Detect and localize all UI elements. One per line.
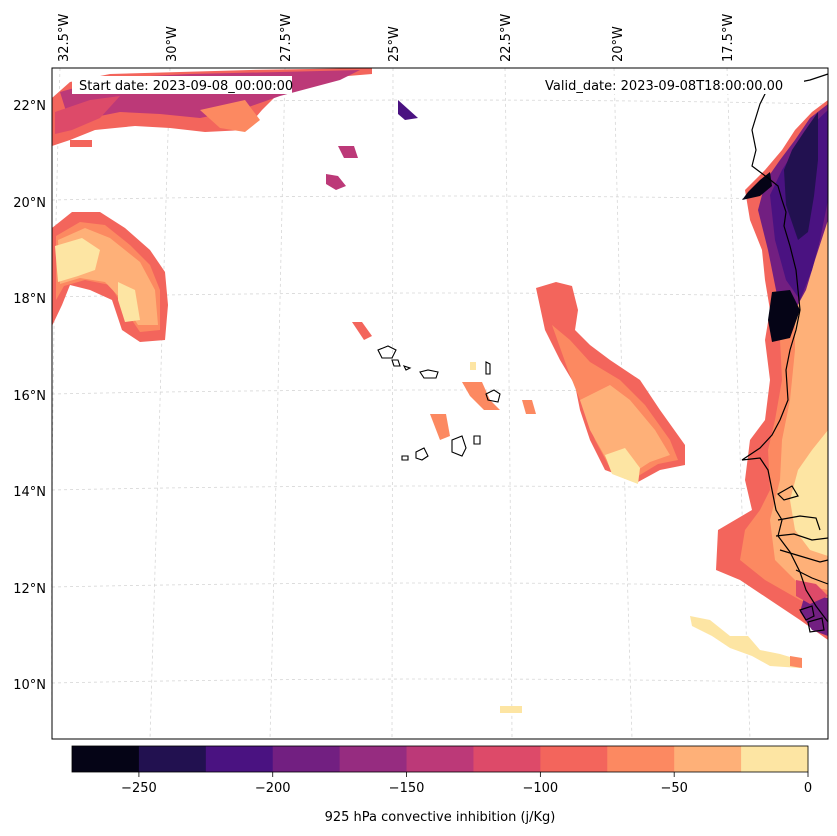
colorbar-swatch	[72, 746, 140, 772]
cin-region-west-pale-2	[118, 282, 140, 322]
cin-patch-i	[790, 656, 802, 668]
cin-patch-c	[326, 174, 346, 190]
colorbar-tick-label: −100	[523, 781, 559, 796]
colorbar-tick-label: −200	[255, 781, 291, 796]
lon-label: 20°W	[611, 26, 626, 62]
lat-label: 22°N	[13, 99, 46, 114]
colorbar-swatch	[406, 746, 474, 772]
cin-region-nw-band-light	[200, 100, 260, 132]
cin-patch-h	[522, 400, 536, 414]
colorbar-swatch	[540, 746, 608, 772]
lat-label: 20°N	[13, 196, 46, 211]
colorbar-swatch	[607, 746, 675, 772]
latitude-labels: 22°N 20°N 18°N 16°N 14°N 12°N 10°N	[13, 99, 46, 693]
cin-patch-d	[352, 322, 372, 340]
start-label-bg	[72, 76, 292, 94]
cin-region-central-pale	[605, 448, 640, 484]
cape-verde-islands	[377, 345, 501, 461]
lon-label: 27.5°W	[279, 14, 294, 62]
lat-label: 12°N	[13, 582, 46, 597]
colorbar-swatch	[674, 746, 742, 772]
colorbar-swatch	[339, 746, 408, 772]
colorbar: −250 −200 −150 −100 −50 0 925 hPa convective …	[71, 745, 812, 825]
colorbar-tick-label: −150	[389, 781, 425, 796]
colorbar-swatch	[741, 746, 809, 772]
cin-region-central-light	[580, 385, 670, 475]
cin-region-nw-band-edge	[55, 96, 120, 134]
map-frame	[51, 67, 829, 740]
lat-label: 18°N	[13, 292, 46, 307]
colorbar-label: 925 hPa convective inhibition (j/Kg)	[325, 810, 556, 825]
valid-date-label: Valid_date: 2023-09-08T18:00:00.00	[545, 79, 783, 94]
lat-label: 14°N	[13, 485, 46, 500]
cin-region-nw-small	[70, 140, 92, 147]
colorbar-swatch	[473, 746, 541, 772]
cin-patch-g	[430, 414, 450, 440]
colorbar-frame	[71, 745, 809, 773]
cin-region-southwest	[690, 616, 800, 668]
lon-label: 30°W	[165, 26, 180, 62]
lat-label: 10°N	[13, 678, 46, 693]
lon-label: 32.5°W	[57, 14, 72, 62]
lon-label: 25°W	[387, 26, 402, 62]
coastlines	[741, 73, 829, 633]
lon-label: 17.5°W	[721, 14, 736, 62]
cin-patch-f	[470, 362, 476, 370]
cin-region-east-black	[742, 172, 772, 200]
colorbar-tick-label: −250	[121, 781, 157, 796]
colorbar-swatch	[272, 746, 341, 772]
cin-region-east-indigo	[784, 112, 818, 240]
colorbar-tick-label: −50	[660, 781, 687, 796]
colorbar-swatch	[205, 746, 274, 772]
valid-label-bg	[542, 76, 804, 94]
colorbar-tick-label: 0	[804, 781, 812, 796]
colorbar-swatch	[138, 746, 207, 772]
cin-patch-a	[398, 100, 418, 120]
cin-region-east-black-2	[768, 290, 800, 342]
cin-region-west-pale	[55, 238, 100, 282]
start-date-label: Start date: 2023-09-08_00:00:00	[79, 79, 293, 94]
cin-patch-b	[338, 146, 358, 158]
map-panel: Start date: 2023-09-08_00:00:00 Valid_da…	[13, 14, 829, 740]
cin-patch-j	[500, 706, 522, 713]
lat-label: 16°N	[13, 389, 46, 404]
cin-region-east-south-red	[796, 580, 828, 604]
cin-patch-e	[462, 382, 500, 410]
lon-label: 22.5°W	[499, 14, 514, 62]
longitude-labels: 32.5°W 30°W 27.5°W 25°W 22.5°W 20°W 17.5…	[57, 14, 736, 62]
map-background	[52, 68, 828, 739]
